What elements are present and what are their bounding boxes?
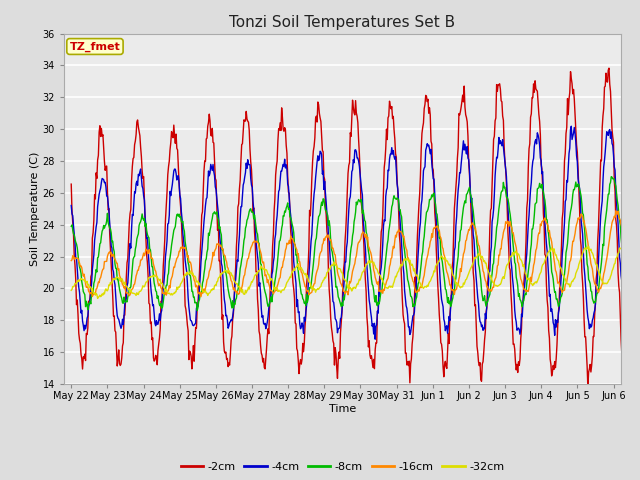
Title: Tonzi Soil Temperatures Set B: Tonzi Soil Temperatures Set B bbox=[229, 15, 456, 30]
X-axis label: Time: Time bbox=[329, 404, 356, 414]
Text: TZ_fmet: TZ_fmet bbox=[70, 41, 120, 52]
Y-axis label: Soil Temperature (C): Soil Temperature (C) bbox=[29, 152, 40, 266]
Legend: -2cm, -4cm, -8cm, -16cm, -32cm: -2cm, -4cm, -8cm, -16cm, -32cm bbox=[176, 457, 509, 477]
